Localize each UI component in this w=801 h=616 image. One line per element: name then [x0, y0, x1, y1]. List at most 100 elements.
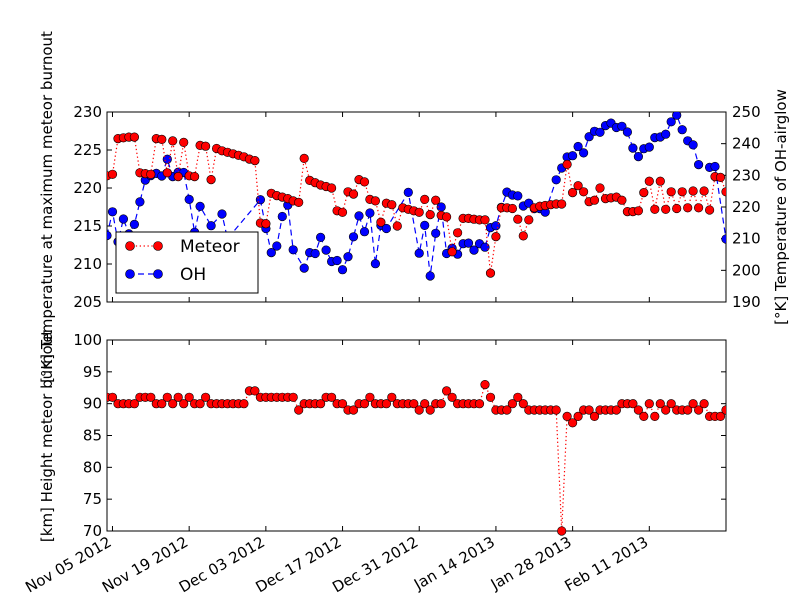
meteor-point-height-39	[316, 399, 326, 409]
meteor-point-temp-106	[683, 203, 693, 213]
meteor-point-height-18	[201, 392, 211, 402]
meteor-point-temp-94	[617, 195, 627, 205]
meteor-point-temp-57	[414, 207, 424, 217]
meteor-point-height-85	[567, 418, 578, 428]
meteor-point-temp-16	[190, 172, 200, 182]
meteor-point-height-84	[562, 411, 572, 422]
left-ytick-label-210: 210	[73, 255, 102, 273]
meteor-point-height-5	[129, 399, 139, 409]
meteor-point-temp-105	[677, 187, 687, 197]
left-ytick-label-230: 230	[73, 103, 102, 121]
meteor-point-temp-70	[485, 268, 496, 278]
oh-point-oh-72	[567, 151, 578, 161]
meteor-point-temp-10	[157, 134, 167, 144]
meteor-point-temp-41	[327, 183, 337, 193]
meteor-point-height-98	[639, 411, 649, 422]
meteor-point-height-57	[414, 405, 424, 415]
meteor-point-height-43	[337, 399, 348, 409]
oh-point-oh-30	[310, 248, 320, 259]
meteor-point-temp-13	[173, 172, 183, 182]
meteor-point-height-107	[688, 399, 698, 409]
meteor-point-height-51	[381, 399, 392, 409]
meteor-point-temp-86	[573, 181, 583, 191]
oh-point-oh-0	[107, 230, 112, 241]
meteor-point-height-35	[294, 405, 304, 415]
left-ytick-label-220: 220	[73, 179, 102, 197]
meteor-point-temp-104	[672, 203, 682, 214]
meteor-point-temp-49	[370, 196, 381, 206]
left-ytick-label-205: 205	[73, 293, 102, 311]
oh-right-axis-ticks: 190 200 210 220 230 240 250	[721, 103, 761, 311]
meteor-point-height-82	[551, 405, 561, 415]
meteor-point-temp-14	[179, 137, 189, 147]
meteor-point-temp-36	[299, 153, 309, 163]
meteor-point-temp-75	[513, 214, 523, 224]
oh-point-oh-25	[277, 211, 287, 222]
oh-point-oh-48	[431, 228, 441, 238]
meteor-point-height-12	[168, 399, 178, 409]
meteor-point-height-47	[359, 399, 370, 409]
meteor-point-height-70	[485, 392, 496, 402]
oh-point-oh-32	[321, 245, 331, 255]
legend-meteor-label: Meteor	[180, 237, 240, 257]
xtick-label-dec-17-2012: Dec 17 2012	[253, 533, 345, 597]
meteor-point-temp-90	[595, 183, 605, 193]
meteor-point-height-10	[157, 399, 167, 409]
oh-point-oh-17	[195, 201, 205, 211]
meteor-point-temp-5	[129, 132, 139, 142]
meteor-point-height-62	[442, 386, 452, 396]
legend-oh-marker-a	[125, 269, 135, 279]
meteor-point-temp-50	[376, 217, 386, 227]
oh-point-oh-69	[551, 175, 561, 185]
right-ytick-label-240: 240	[732, 135, 761, 153]
meteor-point-height-88	[584, 405, 594, 415]
meteor-point-temp-45	[348, 189, 359, 199]
oh-point-oh-77	[595, 127, 605, 137]
oh-point-oh-74	[578, 148, 589, 158]
oh-temperature-axis-label: [°K] Temperature of OH-airglow	[772, 89, 790, 325]
oh-point-oh-98	[721, 234, 726, 244]
meteor-point-temp-19	[206, 175, 216, 185]
height-plot-frame	[106, 339, 727, 532]
oh-point-oh-34	[332, 255, 342, 266]
right-ytick-label-190: 190	[732, 293, 761, 311]
oh-point-oh-84	[633, 152, 644, 162]
meteor-point-temp-52	[387, 200, 397, 210]
meteor-point-temp-99	[644, 176, 654, 186]
right-ytick-label-250: 250	[732, 103, 761, 121]
meteor-point-height-106	[683, 405, 693, 415]
meteor-point-temp-53	[392, 221, 402, 231]
meteor-point-height-61	[436, 399, 446, 409]
oh-point-oh-36	[343, 252, 353, 262]
legend-meteor-marker-b	[153, 241, 163, 251]
oh-point-oh-39	[359, 227, 370, 237]
meteor-point-temp-101	[655, 176, 665, 186]
meteor-point-height-69	[480, 380, 490, 390]
meteor-point-temp-18	[201, 141, 211, 151]
meteor-point-height-27	[250, 386, 260, 396]
oh-point-oh-54	[463, 238, 474, 248]
meteor-point-height-15	[184, 392, 194, 402]
height-ytick-label-80: 80	[83, 458, 102, 476]
height-ytick-label-90: 90	[83, 395, 102, 413]
oh-point-oh-90	[666, 117, 676, 127]
meteor-point-temp-77	[524, 215, 534, 225]
meteor-point-height-102	[661, 405, 671, 415]
height-series	[107, 380, 726, 536]
meteor-point-temp-74	[507, 203, 518, 214]
meteor-point-temp-11	[162, 168, 172, 178]
right-ytick-label-230: 230	[732, 166, 761, 184]
meteor-point-temp-1	[107, 169, 118, 179]
meteor-point-height-34	[288, 392, 298, 402]
meteor-point-temp-47	[359, 177, 370, 187]
xtick-label-nov-19-2012: Nov 19 2012	[99, 533, 191, 597]
meteor-point-temp-112	[715, 172, 726, 182]
oh-point-oh-38	[354, 211, 364, 221]
right-ytick-label-200: 200	[732, 261, 761, 279]
meteor-point-height-76	[518, 399, 528, 409]
oh-point-oh-18	[206, 221, 216, 231]
meteor-point-temp-107	[688, 186, 698, 196]
meteor-point-height-68	[474, 399, 485, 409]
oh-point-oh-1	[107, 207, 118, 217]
